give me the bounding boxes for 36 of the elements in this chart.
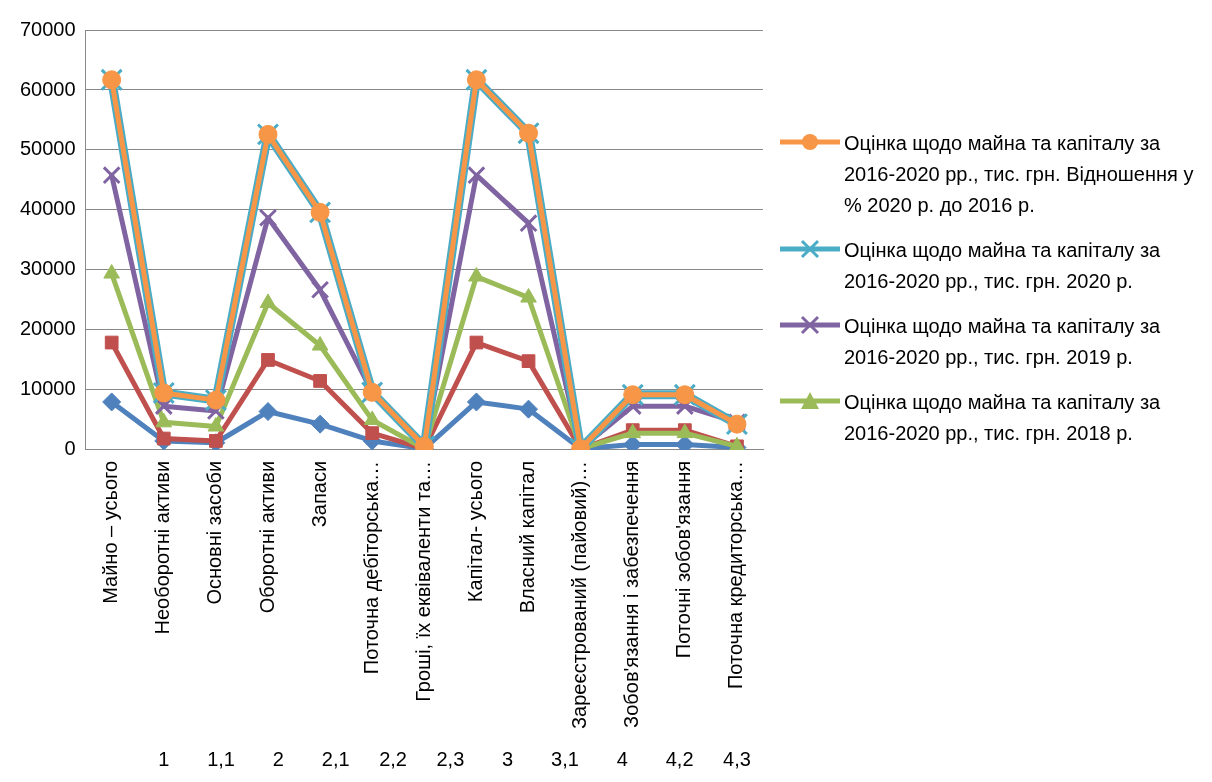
x-tick-label: Поточні зобов'язання [672, 460, 695, 659]
x-tick-label: Капітал- усього [463, 460, 486, 603]
text: 1 [158, 747, 170, 770]
x-tick-label: Гроші, їх еквіваленти та… [411, 460, 434, 702]
legend-label: Оцінка щодо майна та капіталу за 2016-2020 рр., тис. грн. Відношення у % 2020 р. до 2016 р. [844, 131, 1194, 218]
text: 3,1 [551, 747, 579, 770]
text: 4,3 [723, 747, 751, 770]
legend-label: Оцінка щодо майна та капіталу за 2016-2020 рр., тис. грн. 2018 р. [844, 390, 1162, 446]
text: 1,1 [207, 747, 235, 770]
x-tick-label: Зареєстрований (пайовий)… [568, 460, 591, 730]
y-tick-label: 70000 [19, 17, 76, 40]
x-tick-label: Майно – усього [99, 460, 122, 604]
x-tick-label: Оборотні активи [255, 460, 278, 614]
text: 4,2 [665, 747, 694, 770]
y-tick-label: 0 [64, 437, 76, 460]
x-tick-label: Власний капітал [516, 460, 539, 614]
y-tick-label: 20000 [19, 317, 76, 340]
x-tick-label: Запаси [307, 460, 330, 528]
y-tick-label: 60000 [19, 77, 76, 100]
y-tick-label: 40000 [19, 197, 76, 220]
text: 2 [272, 747, 284, 770]
y-tick-label: 50000 [19, 137, 76, 160]
x-tick-label: Необоротні активи [151, 460, 174, 635]
x-tick-label: Зобов'язання і забезпечення [620, 460, 643, 728]
y-tick-label: 30000 [19, 257, 76, 280]
y-tick-label: 10000 [19, 377, 76, 400]
x-tick-label: Основні засоби [203, 460, 226, 605]
text: 4 [616, 747, 628, 770]
text: 2,3 [436, 747, 465, 770]
text: 3 [502, 747, 514, 770]
x-tick-label: Поточна дебіторська… [359, 460, 382, 675]
text: 2,2 [379, 747, 407, 770]
legend-label: Оцінка щодо майна та капіталу за 2016-2020 рр., тис. грн. 2020 р. [844, 238, 1162, 294]
legend-label: Оцінка щодо майна та капіталу за 2016-2020 рр., тис. грн. 2019 р. [844, 314, 1162, 370]
x-tick-label: Поточна кредиторська… [724, 460, 747, 690]
text: 2,1 [321, 747, 350, 770]
